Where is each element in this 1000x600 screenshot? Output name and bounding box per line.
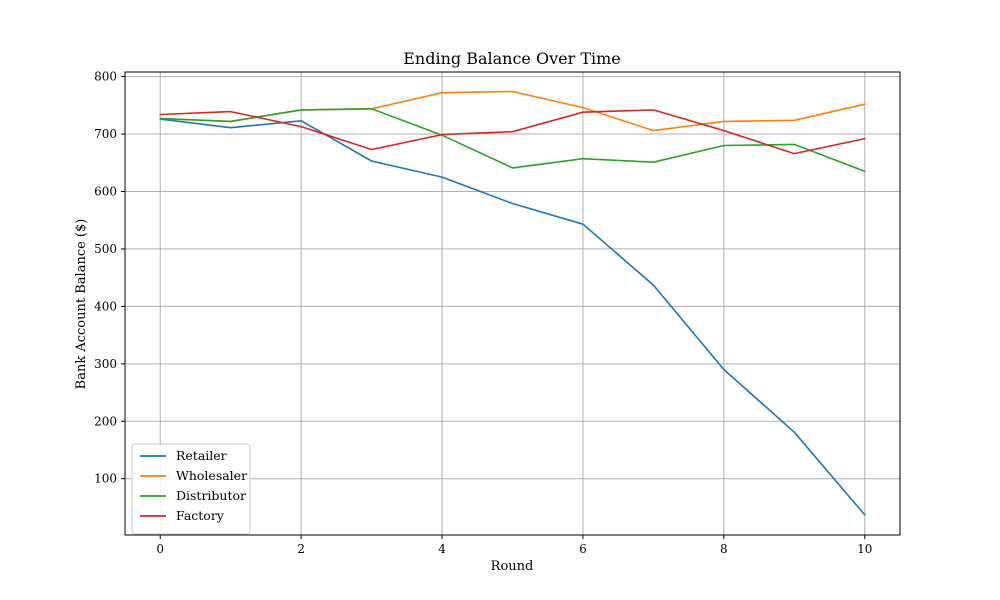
series-line-factory — [159, 109, 866, 155]
y-tick-label: 500 — [94, 242, 117, 256]
x-tick-label: 8 — [720, 542, 728, 556]
chart-title: Ending Balance Over Time — [403, 49, 621, 68]
legend: Retailer Wholesaler Distributor Factory — [131, 443, 251, 535]
x-tick-label: 6 — [579, 542, 587, 556]
grid — [125, 72, 900, 535]
legend-box — [131, 443, 251, 535]
legend-label-wholesaler: Wholesaler — [176, 468, 247, 483]
x-tick-label: 4 — [438, 542, 446, 556]
plot-area-frame — [124, 71, 901, 536]
x-axis-label: Round — [491, 559, 534, 574]
y-tick-label: 400 — [94, 299, 117, 313]
x-tick-label: 2 — [297, 542, 305, 556]
y-axis-label: Bank Account Balance ($) — [74, 219, 89, 390]
x-tick-label: 0 — [156, 542, 164, 556]
series-line-retailer — [159, 118, 866, 516]
y-tick-label: 300 — [94, 357, 117, 371]
legend-label-distributor: Distributor — [176, 488, 246, 503]
y-tick-label: 100 — [94, 472, 117, 486]
y-tick-label: 200 — [94, 414, 117, 428]
x-tick-label: 10 — [857, 542, 872, 556]
series-lines — [159, 90, 866, 516]
legend-label-retailer: Retailer — [176, 448, 227, 463]
legend-label-factory: Factory — [176, 508, 225, 523]
y-tick-label: 800 — [94, 70, 117, 84]
y-tick-label: 700 — [94, 127, 117, 141]
axis-ticks: 0 2 4 6 8 10 100 200 300 400 500 600 700 800 — [94, 70, 872, 556]
series-line-distributor — [159, 108, 866, 173]
y-tick-label: 600 — [94, 184, 117, 198]
